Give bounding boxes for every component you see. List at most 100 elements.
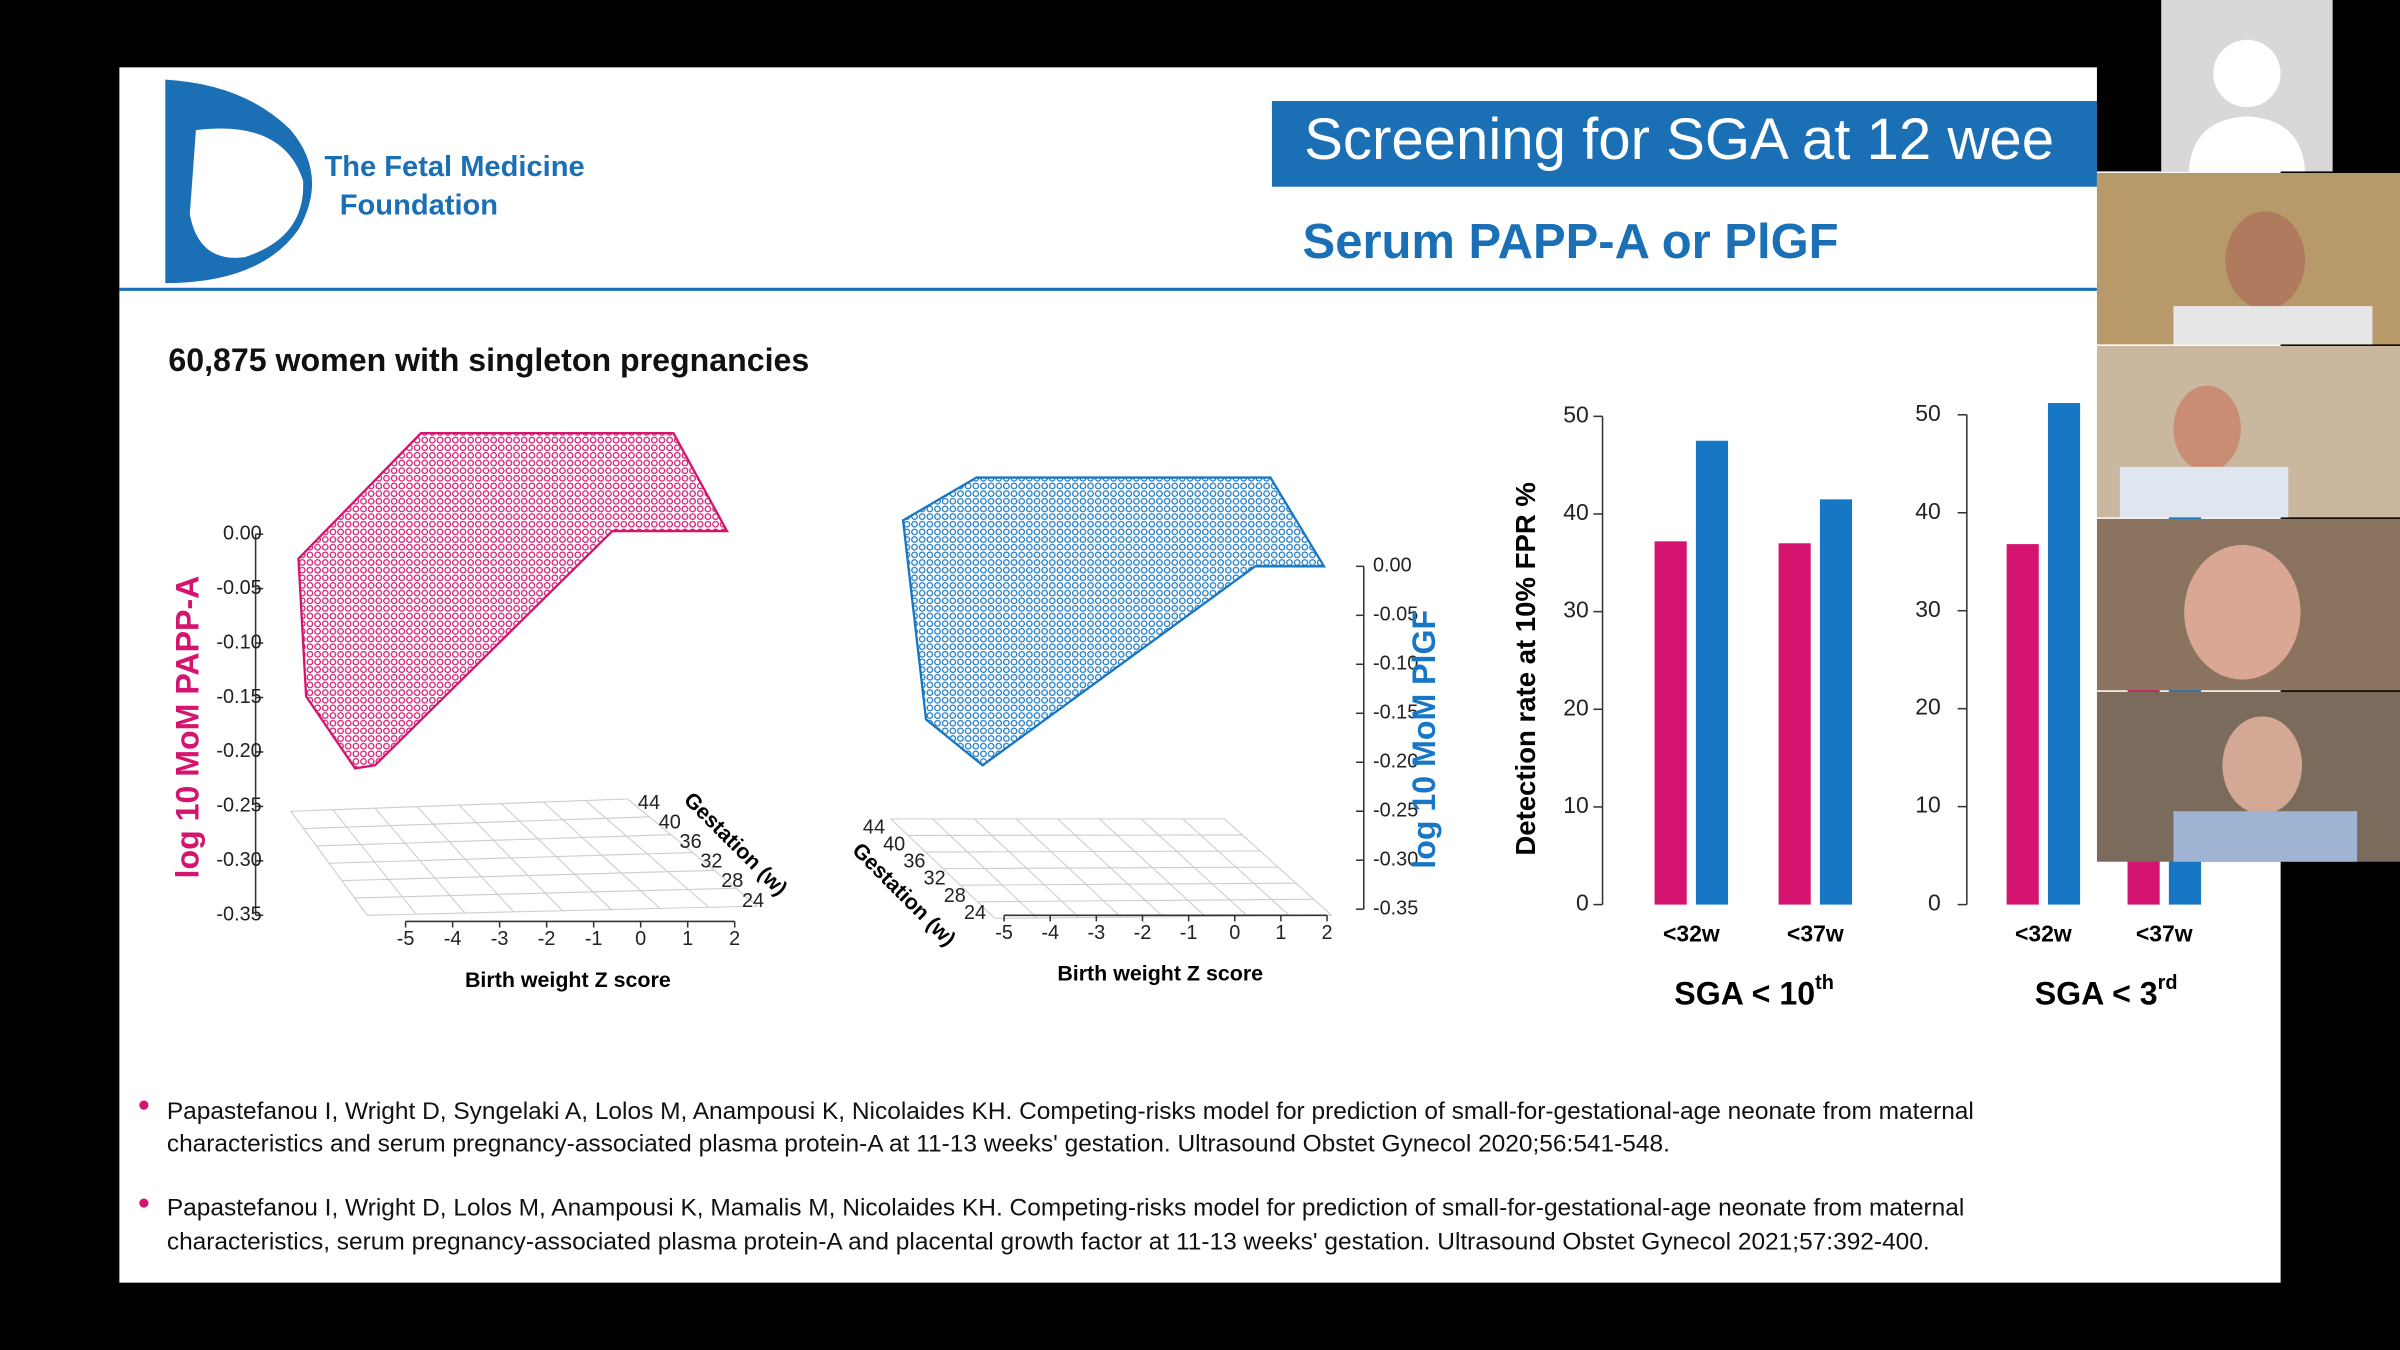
z-tick-label: 40 [659,811,681,833]
reference: characteristics and serum pregnancy-asso… [167,1130,1670,1157]
x-tick-label: <32w [2015,920,2072,946]
y-tick-label: 0.00 [1373,555,1412,577]
y-tick-label: 40 [1915,498,1941,524]
z-tick-label: 44 [863,816,885,838]
floor-grid [627,798,758,907]
floor-grid [973,818,1080,918]
floor-grid [1015,818,1122,918]
y-tick-label: 30 [1563,597,1589,623]
x-axis-label: Birth weight Z score [1057,962,1263,986]
slide [119,67,2281,1283]
x-tick-label: -1 [585,928,603,950]
person [2173,306,2373,345]
y-tick-label: -0.10 [1373,653,1418,675]
floor-grid [932,818,1038,919]
bar [1819,499,1853,905]
x-tick-label: -2 [1134,922,1152,944]
x-tick-label: -3 [1088,922,1106,944]
x-tick-label: 0 [1229,922,1240,944]
person [2225,211,2306,310]
x-tick-label: -4 [444,928,462,950]
x-tick-label: -4 [1041,922,1059,944]
person [2173,385,2241,472]
title: Screening for SGA at 12 wee [1304,107,2054,172]
y-tick-label: 10 [1915,792,1941,818]
bar [1695,440,1729,905]
z-tick-label: 32 [924,868,946,890]
person [2173,811,2358,862]
z-tick-label: 36 [680,831,702,853]
y-tick-label: -0.15 [1373,702,1418,724]
logo-text: The Fetal Medicine [324,151,584,183]
z-tick-label: 28 [944,885,966,907]
y-tick-label: -0.05 [1373,604,1418,626]
title-banner [1271,101,2097,187]
reference: Papastefanou I, Wright D, Syngelaki A, L… [167,1098,1974,1125]
floor-grid [1057,818,1164,918]
chart-title-superscript: th [1815,972,1834,994]
y-tick-label: -0.05 [216,577,261,599]
y-tick-label: 40 [1563,499,1589,525]
x-tick-label: <37w [1787,920,1844,946]
x-tick-label: 0 [635,928,646,950]
y-tick-label: 0 [1576,890,1589,916]
video-panel [2096,0,2400,862]
bar [1778,543,1811,905]
sample-note: 60,875 women with singleton pregnancies [168,342,809,378]
chart-title-text: SGA < 3 [2035,976,2158,1012]
z-tick-label: 32 [700,851,722,873]
subtitle: Serum PAPP-A or PlGF [1303,215,1839,269]
bar [2047,403,2081,905]
x-tick-label: <37w [2136,920,2193,946]
logo [165,79,313,284]
z-tick-label: 44 [638,792,660,814]
y-tick-label: 0.00 [223,522,262,544]
floor-grid [458,804,563,912]
y-tick-label: -0.20 [1373,750,1418,772]
y-tick-label: -0.35 [1373,897,1418,919]
x-tick-label: -1 [1180,922,1198,944]
person [2222,716,2303,815]
x-tick-label: 2 [1322,922,1333,944]
y-tick-label: 10 [1563,792,1589,818]
y-tick-label: 50 [1563,401,1589,427]
x-tick-label: 1 [1275,922,1286,944]
x-axis-label: Birth weight Z score [465,968,671,992]
person [2184,544,2301,680]
y-axis-label: log 10 MoM PAPP-A [169,576,205,879]
logo-text: Foundation [340,189,498,221]
floor-grid [290,810,368,916]
x-tick-label: 1 [682,928,693,950]
avatar [2188,116,2306,172]
surface [901,476,1327,767]
floor-grid [1224,818,1332,916]
floor-grid [374,807,466,914]
y-tick-label: 30 [1915,596,1941,622]
y-tick-label: -0.20 [216,740,261,762]
bar [1654,541,1687,905]
z-tick-label: 36 [903,851,925,873]
z-tick-label: 28 [721,870,743,892]
chart-title: SGA < 3rd [2035,972,2178,1011]
floor-grid [585,800,710,908]
z-tick-label: 40 [883,833,905,855]
y-tick-label: 20 [1915,694,1941,720]
z-tick-label: 24 [964,902,986,924]
x-tick-label: 2 [729,928,740,950]
reference: characteristics, serum pregnancy-associa… [167,1228,1930,1255]
bullet [139,1198,149,1208]
y-axis-label: log 10 MoM PlGF [1406,610,1442,869]
y-tick-label: -0.25 [1373,799,1418,821]
y-tick-label: -0.35 [216,904,261,926]
floor-grid [1098,818,1206,917]
floor-grid [500,803,612,910]
avatar [2213,39,2281,108]
chart-title-superscript: rd [2158,972,2178,994]
y-tick-label: 50 [1915,400,1941,426]
y-tick-label: -0.25 [216,795,261,817]
y-tick-label: -0.30 [216,849,261,871]
bar [2006,544,2039,905]
person [2119,466,2289,518]
x-tick-label: -5 [397,928,415,950]
